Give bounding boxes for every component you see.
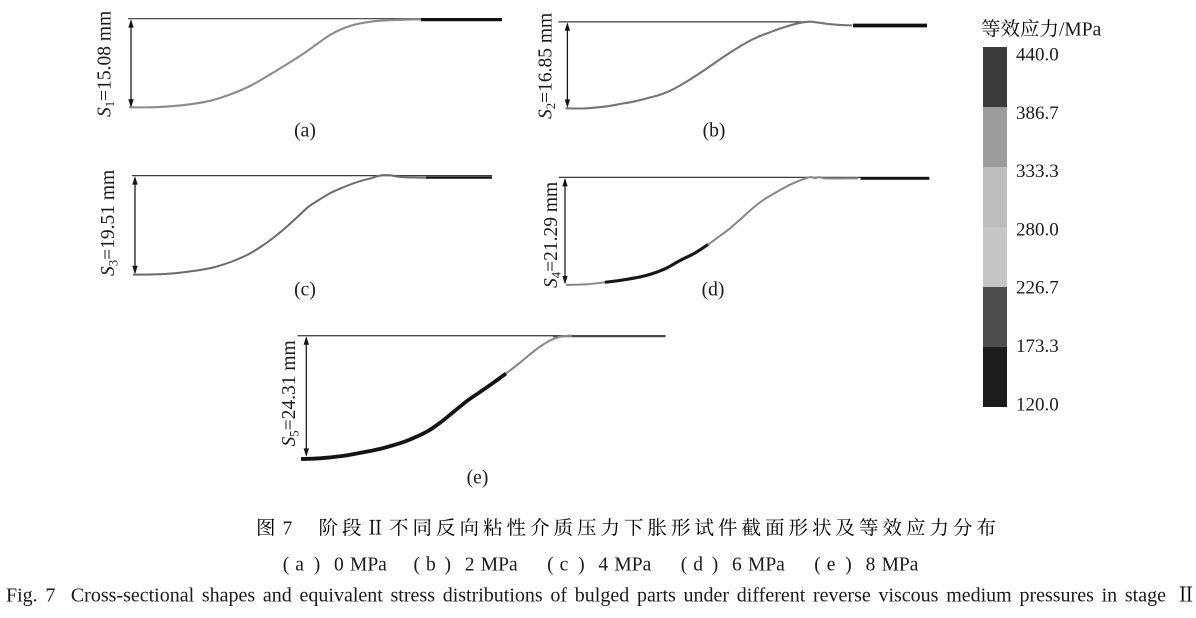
svg-text:S5=24.31 mm: S5=24.31 mm xyxy=(279,340,302,446)
svg-text:Fig. 7 Cross-sectional shapes: Fig. 7 Cross-sectional shapes and equiva… xyxy=(6,585,1166,607)
svg-text:280.0: 280.0 xyxy=(1016,219,1059,240)
svg-text:(b): (b) xyxy=(703,121,726,142)
svg-text:(e): (e) xyxy=(467,468,489,489)
svg-text:7: 7 xyxy=(283,519,293,540)
svg-text:/MPa: /MPa xyxy=(1059,20,1102,41)
svg-text:440.0: 440.0 xyxy=(1016,45,1059,66)
svg-text:S4=21.29 mm: S4=21.29 mm xyxy=(541,182,564,288)
svg-text:120.0: 120.0 xyxy=(1016,394,1059,415)
svg-text:S2=16.85 mm: S2=16.85 mm xyxy=(536,13,559,119)
svg-text:S1=15.08 mm: S1=15.08 mm xyxy=(95,11,118,117)
svg-text:386.7: 386.7 xyxy=(1016,103,1059,124)
svg-text:333.3: 333.3 xyxy=(1016,161,1059,182)
svg-text:(d): (d) xyxy=(702,280,725,301)
svg-text:S3=19.51 mm: S3=19.51 mm xyxy=(98,170,121,276)
svg-text:(a): (a) xyxy=(294,121,316,142)
svg-text:226.7: 226.7 xyxy=(1016,278,1059,299)
svg-text:(c): (c) xyxy=(294,280,316,301)
svg-text:173.3: 173.3 xyxy=(1016,336,1059,357)
